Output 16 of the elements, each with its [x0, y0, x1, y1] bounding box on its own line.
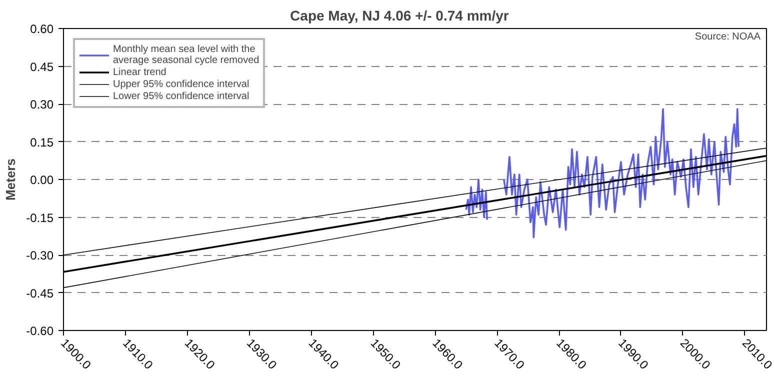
y-tick-label: 0.15	[30, 135, 54, 150]
y-tick-label: -0.60	[26, 324, 54, 338]
y-tick-label: -0.45	[26, 286, 54, 300]
annotation: Source: NOAA	[694, 32, 761, 42]
y-tick-label: 0.60	[30, 22, 54, 36]
legend-label: Monthly mean sea level with the average seasonal cycle removed	[113, 44, 260, 66]
legend-label: Linear trend	[113, 66, 166, 78]
y-axis-title: Meters	[3, 158, 18, 200]
y-tick-label: 0.00	[30, 173, 54, 187]
chart-title: Cape May, NJ 4.06 +/- 0.74 mm/yr	[290, 8, 510, 24]
y-tick-label: -0.30	[26, 248, 54, 262]
legend-label: Lower 95% confidence interval	[113, 90, 250, 102]
y-tick-label: 0.30	[30, 98, 54, 112]
y-tick-label: 0.45	[30, 60, 54, 74]
y-tick-label: -0.15	[26, 210, 54, 225]
legend-label: Upper 95% confidence interval	[113, 78, 250, 90]
